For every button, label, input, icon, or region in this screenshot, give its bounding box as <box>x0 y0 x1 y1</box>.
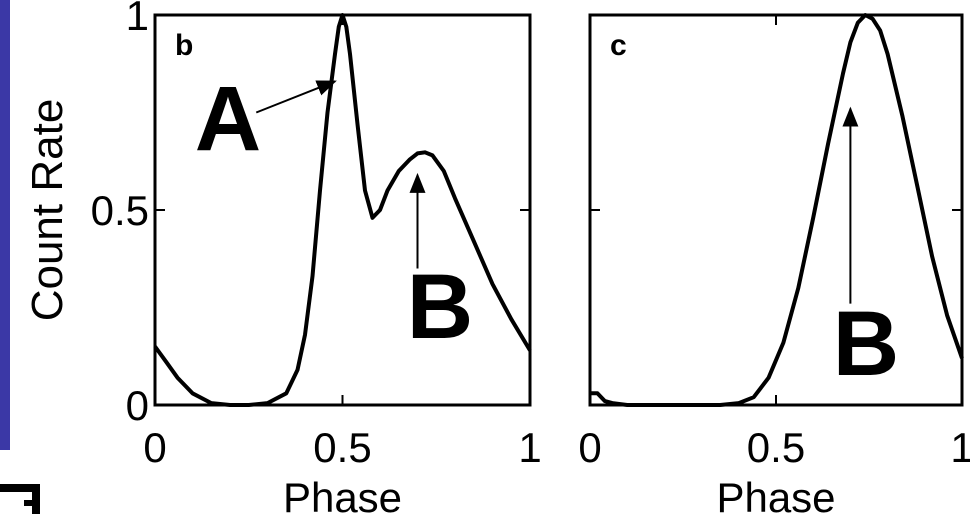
panel-label-b: b <box>175 29 193 62</box>
x-tick-label: 0.5 <box>313 424 371 471</box>
annotation-arrow-a <box>255 80 337 114</box>
side-color-bar <box>0 0 10 450</box>
count-rate-curve-b <box>153 13 532 407</box>
y-tick-label: 1 <box>126 0 149 39</box>
annotation-label-a: A <box>195 68 261 170</box>
x-tick-label: 0 <box>143 424 166 471</box>
y-tick-label: 0 <box>126 382 149 429</box>
x-axis-label: Phase <box>283 474 402 520</box>
corner-mark-icon <box>0 478 44 520</box>
y-axis-label: Count Rate <box>23 99 72 322</box>
x-tick-label: 0.5 <box>747 424 805 471</box>
x-tick-label: 0 <box>578 424 601 471</box>
annotation-label-b: B <box>833 293 899 395</box>
y-tick-label: 0.5 <box>91 187 149 234</box>
x-tick-label: 1 <box>518 424 541 471</box>
annotation-label-b: B <box>407 256 473 358</box>
x-tick-label: 1 <box>950 424 970 471</box>
x-axis-label: Phase <box>716 474 835 520</box>
count-rate-curve-c <box>590 13 964 407</box>
panel-label-c: c <box>610 29 627 62</box>
plot-frame-c <box>588 13 964 407</box>
